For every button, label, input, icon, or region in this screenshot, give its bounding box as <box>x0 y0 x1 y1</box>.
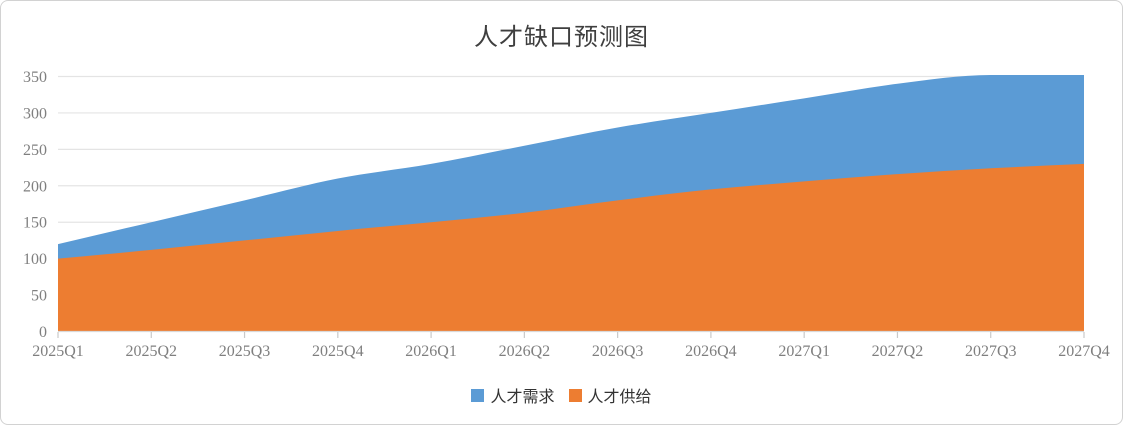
x-axis-tick-label: 2027Q2 <box>872 343 924 360</box>
legend-item-0[interactable]: 人才需求 <box>471 383 555 407</box>
x-axis-tick-label: 2027Q3 <box>965 343 1017 360</box>
x-axis-tick-label: 2025Q3 <box>219 343 271 360</box>
x-axis-tick-label: 2026Q3 <box>592 343 644 360</box>
x-axis-tick-label: 2027Q4 <box>1058 343 1110 360</box>
y-axis-tick-label: 50 <box>31 288 47 305</box>
chart-title: 人才缺口预测图 <box>474 25 649 51</box>
x-axis-tick-label: 2025Q4 <box>312 343 364 360</box>
legend-label: 人才供给 <box>587 389 652 406</box>
x-axis-tick-label: 2026Q4 <box>685 343 737 360</box>
x-axis-tick-label: 2027Q1 <box>778 343 830 360</box>
x-axis-tick-label: 2026Q1 <box>405 343 457 360</box>
legend-label: 人才需求 <box>490 389 555 406</box>
x-axis-tick-label: 2026Q2 <box>499 343 551 360</box>
y-axis-tick-label: 150 <box>23 215 47 232</box>
x-axis-tick-label: 2025Q2 <box>125 343 177 360</box>
y-axis-tick-label: 100 <box>23 251 47 268</box>
series-area-1 <box>58 163 1084 332</box>
y-axis-tick-label: 350 <box>23 69 47 86</box>
legend-swatch-icon <box>471 388 485 402</box>
y-axis-tick-label: 300 <box>23 105 47 122</box>
legend-item-1[interactable]: 人才供给 <box>568 383 652 407</box>
legend-swatch-icon <box>568 388 582 402</box>
chart-legend: 人才需求 人才供给 <box>1 383 1122 407</box>
y-axis-tick-label: 0 <box>39 324 47 341</box>
x-axis-tick-label: 2025Q1 <box>32 343 84 360</box>
y-axis-tick-label: 200 <box>23 178 47 195</box>
y-axis-tick-label: 250 <box>23 142 47 159</box>
